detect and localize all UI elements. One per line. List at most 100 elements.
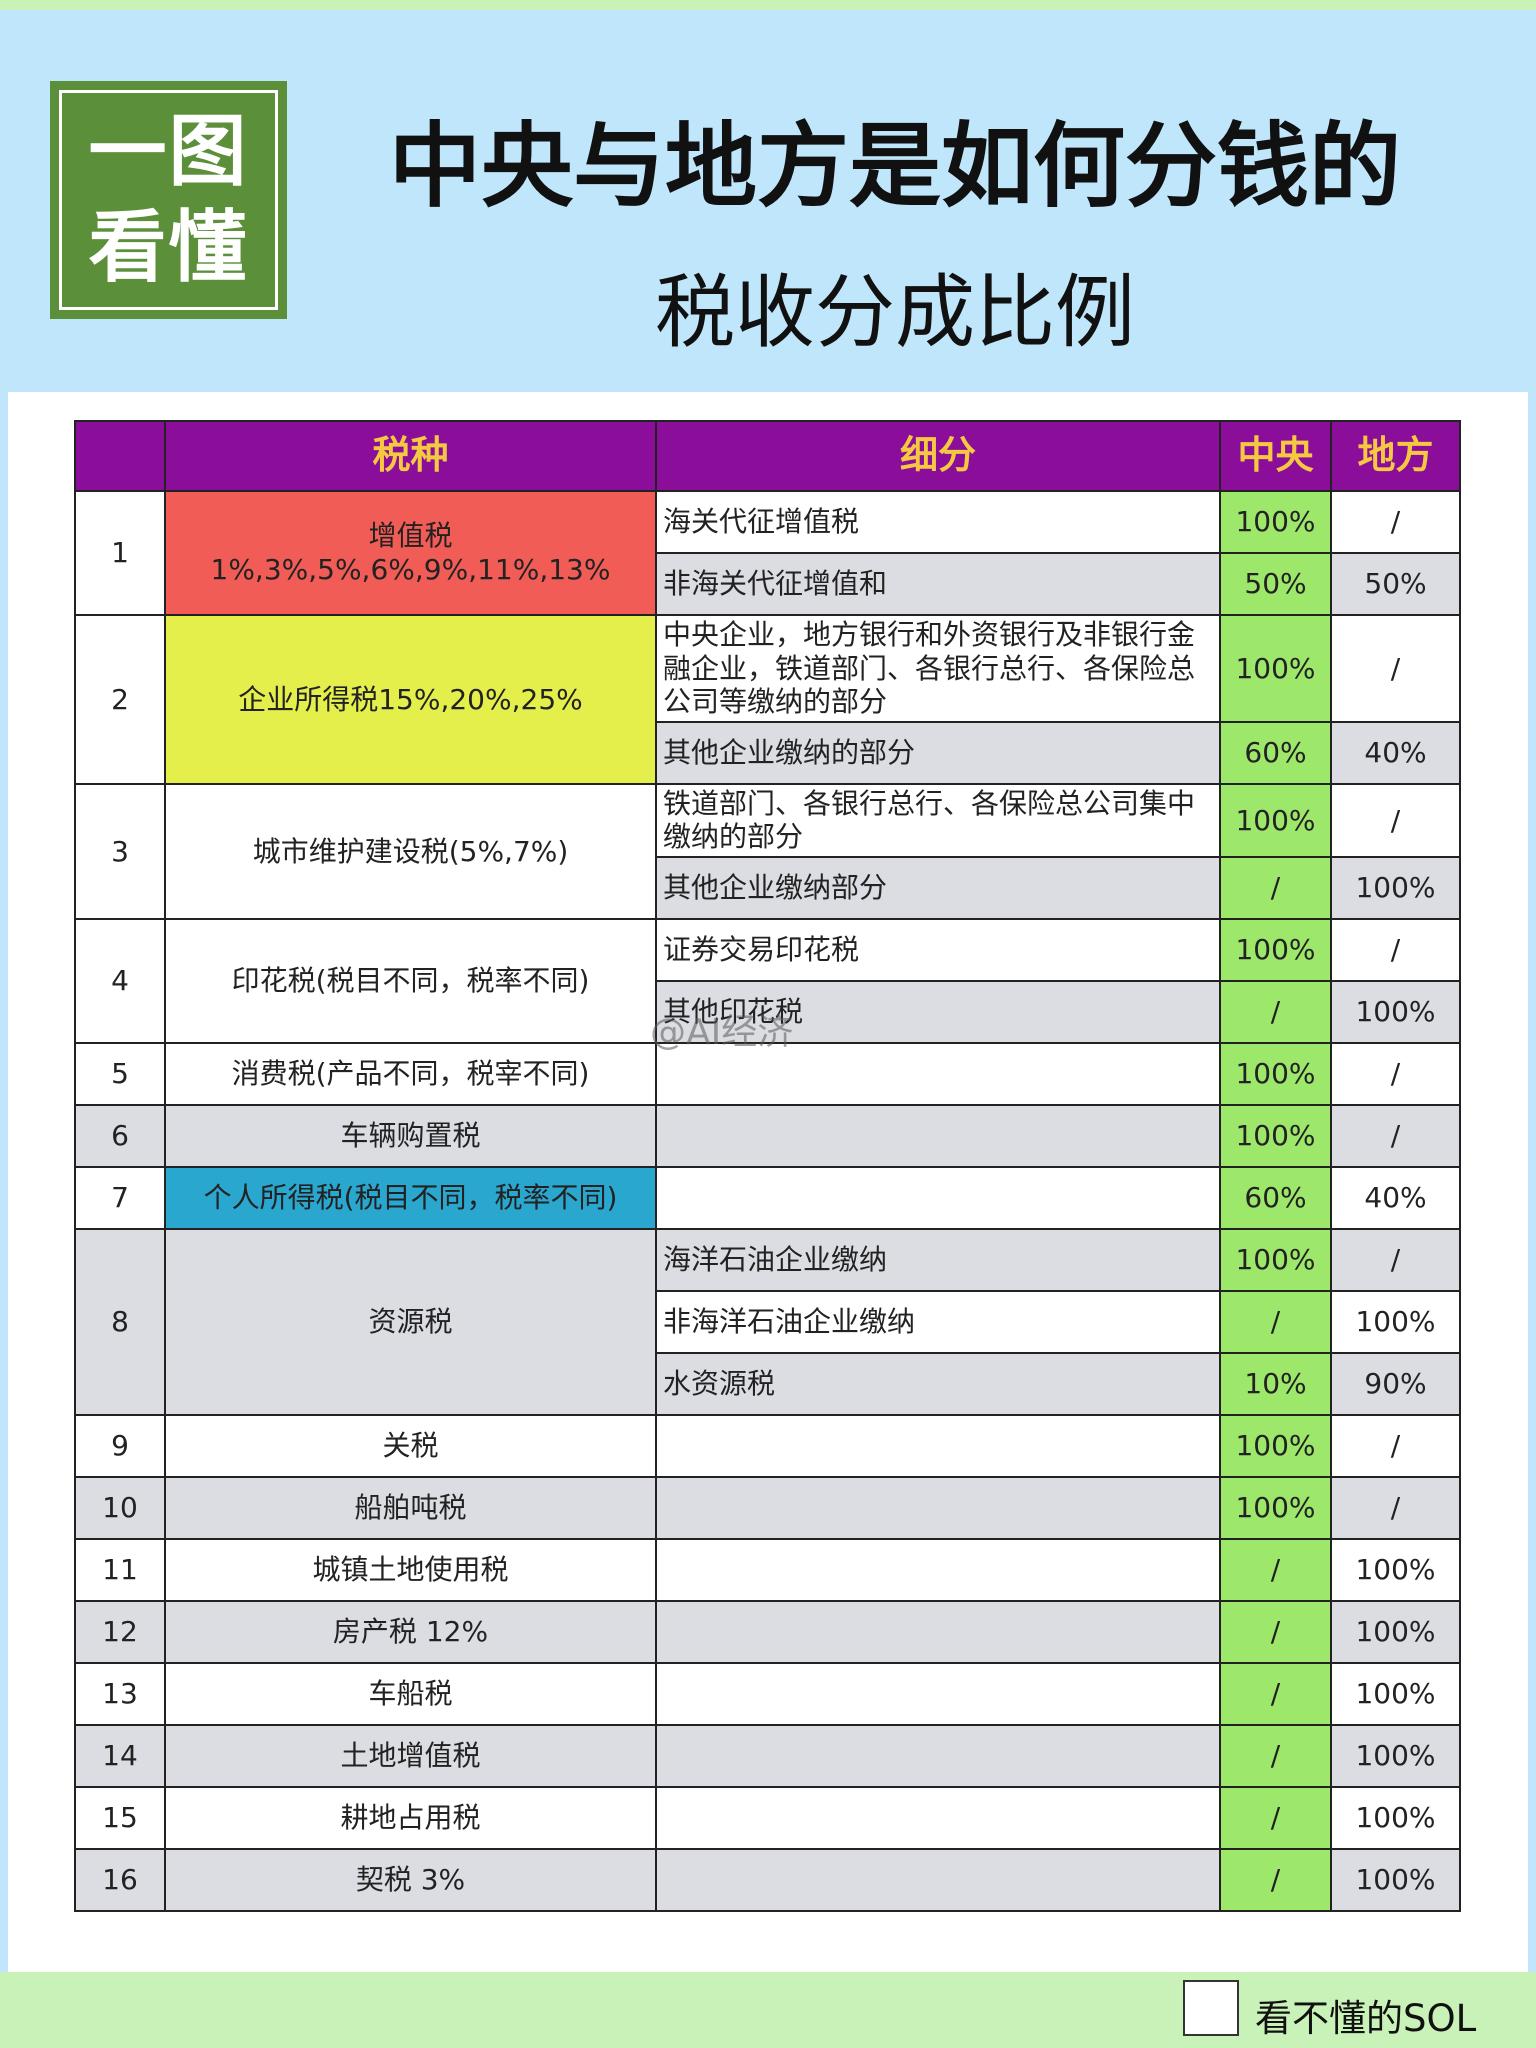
detail: 中央企业，地方银行和外资银行及非银行金融企业，铁道部门、各银行总行、各保险总公司… — [655, 614, 1221, 723]
table-row: 水资源税 10% 90% — [75, 1351, 1461, 1416]
central-share: 60% — [1219, 720, 1332, 785]
tax-name-text: 增值税 — [368, 519, 453, 553]
central-share: 100% — [1219, 1413, 1332, 1478]
tax-name-text: 车辆购置税 — [340, 1119, 481, 1153]
local-share: / — [1330, 1041, 1461, 1106]
row-number: 14 — [74, 1723, 166, 1788]
local-share: 100% — [1330, 1723, 1461, 1788]
tax-name-text: 车船税 — [368, 1677, 453, 1711]
detail: 其他印花税 — [655, 979, 1221, 1044]
tax-name-text: 契税 3% — [355, 1863, 466, 1897]
footer-text: 看不懂的SOL — [1255, 1997, 1477, 2040]
row-number: 8 — [74, 1227, 166, 1416]
detail: 非海关代征增值和 — [655, 552, 1221, 616]
central-share: / — [1219, 979, 1332, 1044]
tax-name-text: 耕地占用税 — [340, 1801, 481, 1835]
tax-name-text: 船舶吨税 — [354, 1491, 467, 1525]
local-share: 50% — [1330, 552, 1461, 616]
tax-name: 企业所得税15%,20%,25% — [164, 614, 657, 785]
local-share: / — [1330, 782, 1461, 858]
central-share: 10% — [1219, 1351, 1332, 1416]
table-row: 5 消费税(产品不同，税宰不同) 100% / — [74, 1041, 1461, 1106]
local-share: / — [1330, 1227, 1461, 1292]
tax-name-text: 印花税(税目不同，税率不同) — [231, 964, 590, 998]
table-row: 7 个人所得税(税目不同，税率不同) 60% 40% — [74, 1165, 1461, 1230]
tax-name: 船舶吨税 — [164, 1475, 657, 1540]
detail: 水资源税 — [655, 1351, 1221, 1416]
central-share: 100% — [1219, 1103, 1332, 1168]
header-row: 税种 细分 中央 地方 — [74, 420, 1461, 492]
table-row: 10 船舶吨税 100% / — [74, 1475, 1461, 1540]
local-share: 100% — [1330, 1599, 1461, 1664]
avatar — [1183, 1980, 1239, 2036]
top-strip — [0, 0, 1536, 10]
detail — [655, 1103, 1221, 1168]
table-row: 其他企业缴纳的部分 60% 40% — [75, 720, 1461, 785]
tax-name-text: 土地增值税 — [340, 1739, 481, 1773]
detail: 非海洋石油企业缴纳 — [655, 1289, 1221, 1354]
tax-name: 土地增值税 — [164, 1723, 657, 1788]
local-share: 100% — [1330, 855, 1461, 920]
local-share: 100% — [1330, 1847, 1461, 1912]
tax-name: 房产税 12% — [164, 1599, 657, 1664]
row-number: 5 — [74, 1041, 166, 1106]
detail: 其他企业缴纳部分 — [655, 855, 1221, 920]
table-row: 16 契税 3% /100% — [74, 1847, 1461, 1912]
row-number: 13 — [74, 1661, 166, 1726]
local-share: / — [1330, 1413, 1461, 1478]
table-row: 1 增值税 1%,3%,5%,6%,9%,11%,13% 海关代征增值税 100% / — [74, 490, 1461, 616]
central-share: / — [1219, 1847, 1332, 1912]
local-share: 90% — [1330, 1351, 1461, 1416]
tax-name-text: 企业所得税15%,20%,25% — [238, 682, 583, 716]
table-row: 其他企业缴纳部分/100% — [75, 855, 1461, 920]
header-cell: 中央 — [1219, 420, 1332, 492]
row-number: 16 — [74, 1847, 166, 1912]
tax-name: 消费税(产品不同，税宰不同) — [164, 1041, 657, 1106]
local-share: 40% — [1330, 720, 1461, 785]
local-share: / — [1330, 490, 1461, 554]
central-share: / — [1219, 1661, 1332, 1726]
tax-name: 关税 — [164, 1413, 657, 1478]
table-row: 其他印花税/100% — [75, 979, 1461, 1044]
header-cell: 税种 — [164, 420, 657, 492]
detail — [655, 1723, 1221, 1788]
detail — [655, 1785, 1221, 1850]
tax-name: 城镇土地使用税 — [164, 1537, 657, 1602]
detail — [655, 1165, 1221, 1230]
central-share: / — [1219, 1599, 1332, 1664]
detail — [655, 1537, 1221, 1602]
table-row: 13 车船税 /100% — [74, 1661, 1461, 1726]
central-share: / — [1219, 855, 1332, 920]
local-share: 100% — [1330, 979, 1461, 1044]
detail: 海洋石油企业缴纳 — [655, 1227, 1221, 1292]
table-row: 14 土地增值税 /100% — [74, 1723, 1461, 1788]
tax-name: 耕地占用税 — [164, 1785, 657, 1850]
table-row: 6 车辆购置税 100% / — [74, 1103, 1461, 1168]
tax-name-text: 资源税 — [368, 1305, 453, 1339]
tax-name-text: 城市维护建设税(5%,7%) — [252, 834, 569, 868]
badge-text: 一图 — [88, 107, 249, 197]
central-share: / — [1219, 1537, 1332, 1602]
table-row: 2 企业所得税15%,20%,25% 中央企业，地方银行和外资银行及非银行金融企业，… — [74, 614, 1461, 785]
badge-text: 看懂 — [88, 203, 249, 293]
tax-name: 印花税(税目不同，税率不同) — [164, 917, 657, 1044]
detail: 证券交易印花税 — [655, 917, 1221, 982]
row-number: 1 — [74, 490, 166, 616]
detail — [655, 1475, 1221, 1540]
row-number: 15 — [74, 1785, 166, 1850]
tax-name-text: 房产税 12% — [332, 1615, 489, 1649]
table-row: 非海关代征增值和 50% 50% — [75, 552, 1461, 616]
header-cell: 地方 — [1330, 420, 1461, 492]
detail — [655, 1413, 1221, 1478]
central-share: / — [1219, 1723, 1332, 1788]
tax-rates: 1%,3%,5%,6%,9%,11%,13% — [210, 553, 611, 586]
central-share: 60% — [1219, 1165, 1332, 1230]
table-row: 8 资源税 海洋石油企业缴纳 100% / — [74, 1227, 1461, 1416]
tax-name-text: 关税 — [382, 1429, 439, 1463]
detail: 其他企业缴纳的部分 — [655, 720, 1221, 785]
central-share: 100% — [1219, 917, 1332, 982]
row-number: 2 — [74, 614, 166, 785]
local-share: / — [1330, 1103, 1461, 1168]
tax-name: 增值税 1%,3%,5%,6%,9%,11%,13% — [164, 490, 657, 616]
